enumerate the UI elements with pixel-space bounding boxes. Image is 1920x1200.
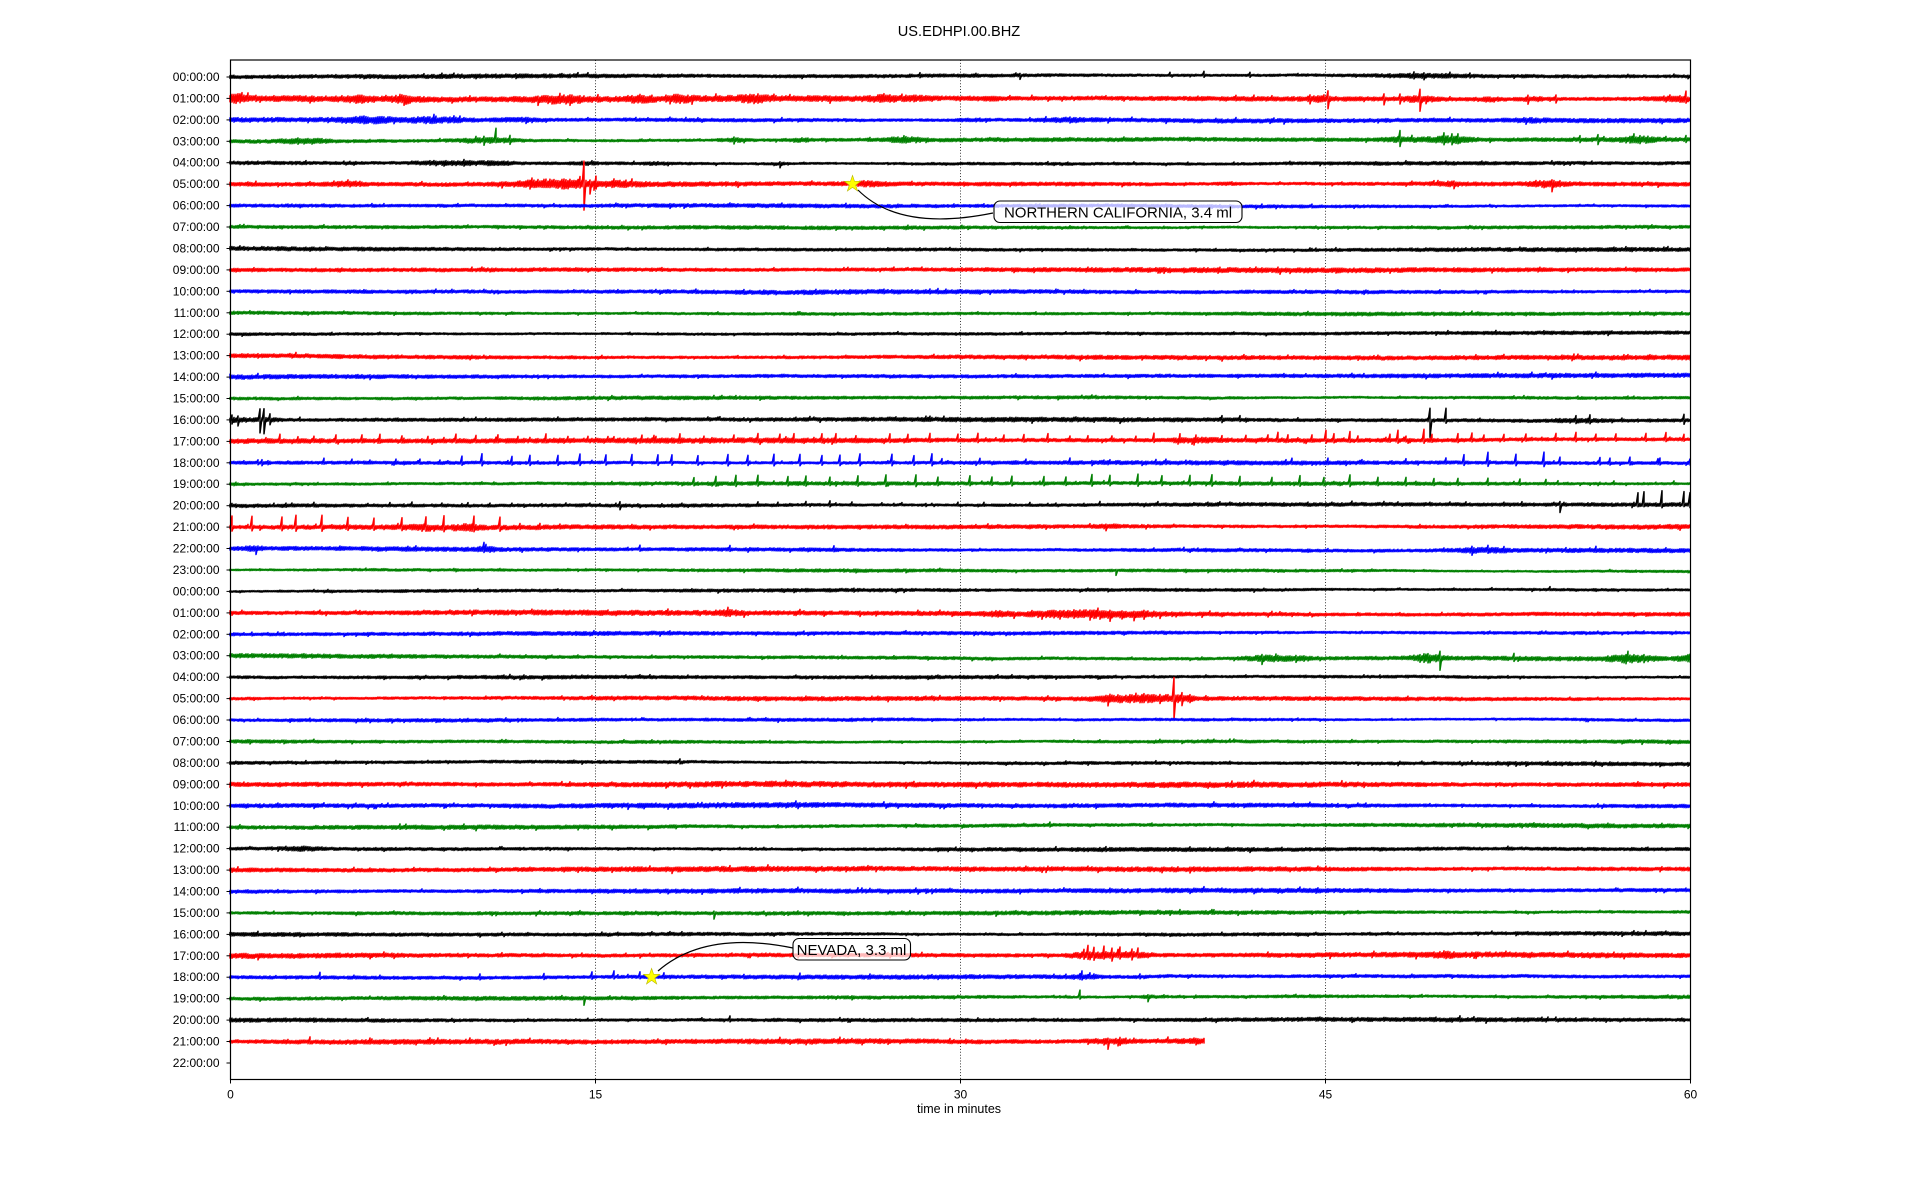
svg-text:30: 30 [954, 1088, 968, 1102]
svg-text:0: 0 [227, 1088, 234, 1102]
svg-text:10:00:00: 10:00:00 [173, 799, 220, 813]
svg-text:06:00:00: 06:00:00 [173, 713, 220, 727]
svg-text:16:00:00: 16:00:00 [173, 927, 220, 941]
svg-text:08:00:00: 08:00:00 [173, 756, 220, 770]
svg-text:13:00:00: 13:00:00 [173, 863, 220, 877]
svg-text:22:00:00: 22:00:00 [173, 1056, 220, 1070]
svg-text:01:00:00: 01:00:00 [173, 91, 220, 105]
svg-text:14:00:00: 14:00:00 [173, 370, 220, 384]
svg-text:11:00:00: 11:00:00 [174, 306, 220, 320]
svg-text:05:00:00: 05:00:00 [173, 177, 220, 191]
svg-text:19:00:00: 19:00:00 [173, 992, 220, 1006]
svg-text:23:00:00: 23:00:00 [173, 563, 220, 577]
svg-text:05:00:00: 05:00:00 [173, 692, 220, 706]
svg-text:17:00:00: 17:00:00 [173, 434, 220, 448]
svg-text:00:00:00: 00:00:00 [173, 70, 220, 84]
svg-text:10:00:00: 10:00:00 [173, 284, 220, 298]
svg-text:01:00:00: 01:00:00 [173, 606, 220, 620]
svg-text:15:00:00: 15:00:00 [173, 392, 220, 406]
svg-text:03:00:00: 03:00:00 [173, 649, 220, 663]
svg-text:06:00:00: 06:00:00 [173, 199, 220, 213]
svg-text:21:00:00: 21:00:00 [173, 520, 220, 534]
svg-text:20:00:00: 20:00:00 [173, 1013, 220, 1027]
svg-text:NORTHERN CALIFORNIA, 3.4 ml: NORTHERN CALIFORNIA, 3.4 ml [1004, 205, 1232, 222]
svg-text:16:00:00: 16:00:00 [173, 413, 220, 427]
svg-text:45: 45 [1319, 1088, 1333, 1102]
svg-text:07:00:00: 07:00:00 [173, 220, 220, 234]
svg-text:14:00:00: 14:00:00 [173, 885, 220, 899]
svg-text:04:00:00: 04:00:00 [173, 156, 220, 170]
svg-text:60: 60 [1684, 1088, 1698, 1102]
svg-text:09:00:00: 09:00:00 [173, 777, 220, 791]
svg-text:02:00:00: 02:00:00 [173, 627, 220, 641]
svg-text:00:00:00: 00:00:00 [173, 584, 220, 598]
svg-text:09:00:00: 09:00:00 [173, 263, 220, 277]
svg-text:time in minutes: time in minutes [917, 1102, 1001, 1116]
svg-text:22:00:00: 22:00:00 [173, 542, 220, 556]
svg-text:18:00:00: 18:00:00 [173, 456, 220, 470]
svg-text:NEVADA, 3.3 ml: NEVADA, 3.3 ml [797, 942, 907, 959]
svg-text:17:00:00: 17:00:00 [173, 949, 220, 963]
svg-text:13:00:00: 13:00:00 [173, 349, 220, 363]
svg-text:19:00:00: 19:00:00 [173, 477, 220, 491]
svg-text:12:00:00: 12:00:00 [173, 327, 220, 341]
svg-text:08:00:00: 08:00:00 [173, 242, 220, 256]
svg-text:15: 15 [589, 1088, 603, 1102]
svg-text:21:00:00: 21:00:00 [173, 1035, 220, 1049]
svg-text:18:00:00: 18:00:00 [173, 970, 220, 984]
svg-text:20:00:00: 20:00:00 [173, 499, 220, 513]
svg-text:04:00:00: 04:00:00 [173, 670, 220, 684]
svg-text:02:00:00: 02:00:00 [173, 113, 220, 127]
svg-text:15:00:00: 15:00:00 [173, 906, 220, 920]
svg-text:11:00:00: 11:00:00 [174, 820, 220, 834]
svg-text:US.EDHPI.00.BHZ: US.EDHPI.00.BHZ [898, 24, 1021, 40]
svg-text:03:00:00: 03:00:00 [173, 134, 220, 148]
svg-text:07:00:00: 07:00:00 [173, 735, 220, 749]
svg-text:12:00:00: 12:00:00 [173, 842, 220, 856]
